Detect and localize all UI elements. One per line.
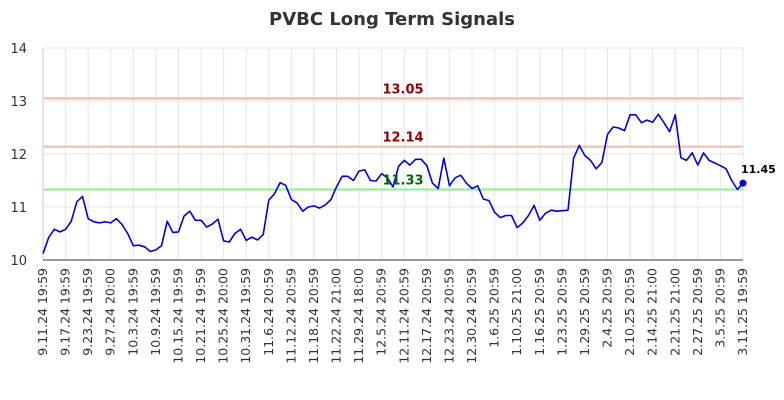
x-tick-label: 11.12.24 20:59 (283, 268, 298, 364)
x-tick-label: 10.3.24 19:59 (125, 268, 140, 356)
x-tick-label: 9.17.24 19:59 (58, 268, 73, 356)
x-tick-label: 12.23.24 20:59 (441, 268, 456, 364)
x-tick-label: 1.16.25 20:59 (532, 268, 547, 356)
reference-line-label: 11.33 (382, 174, 423, 189)
axes: 10 11 12 13 14 9.11.24 19:59 9.17.24 19:59 9.23… (10, 42, 750, 364)
x-tick-label: 9.11.24 19:59 (35, 268, 50, 356)
grid (42, 47, 744, 261)
x-tick-label: 10.31.24 19:59 (238, 268, 253, 364)
x-tick-label: 12.5.24 20:59 (374, 268, 389, 356)
chart-title: PVBC Long Term Signals (269, 9, 515, 30)
x-tick-label: 12.17.24 20:59 (419, 268, 434, 364)
x-tick-label: 10.21.24 19:59 (193, 268, 208, 364)
x-tick-label: 2.10.25 20:59 (622, 268, 637, 356)
x-tick-label: 10.25.24 20:00 (216, 268, 231, 364)
x-tick-label: 3.11.25 19:59 (735, 268, 750, 356)
last-point-marker (739, 179, 747, 187)
x-tick-label: 2.14.25 21:00 (645, 268, 660, 356)
x-tick-label: 11.18.24 20:59 (306, 268, 321, 364)
x-tick-label: 9.23.24 19:59 (80, 268, 95, 356)
series-layer (42, 113, 747, 254)
reference-line-label: 13.05 (382, 82, 423, 97)
x-tick-label: 11.22.24 21:00 (329, 268, 344, 364)
x-tick-label: 2.21.25 21:00 (667, 268, 682, 356)
x-tick-label: 2.4.25 20:59 (600, 268, 615, 348)
x-tick-label: 9.27.24 20:00 (103, 268, 118, 356)
x-tick-label: 10.15.24 19:59 (170, 268, 185, 364)
labels-layer: 13.05 12.14 11.33 11.45 (382, 82, 775, 188)
reference-lines (43, 97, 743, 191)
y-tick-label: 10 (10, 254, 27, 269)
x-tick-label: 1.29.25 20:59 (577, 268, 592, 356)
y-tick-label: 14 (10, 42, 27, 57)
x-tick-label: 12.11.24 20:59 (396, 268, 411, 364)
x-tick-label: 1.6.25 20:59 (487, 268, 502, 348)
x-tick-label: 11.29.24 18:00 (351, 268, 366, 364)
last-value-label: 11.45 (741, 163, 776, 176)
x-tick-label: 1.23.25 20:59 (554, 268, 569, 356)
x-tick-label: 3.5.25 20:59 (712, 268, 727, 348)
x-tick-label: 11.6.24 20:59 (261, 268, 276, 356)
series-line (42, 113, 744, 254)
x-tick-label: 10.9.24 19:59 (148, 268, 163, 356)
x-tick-label: 2.27.25 20:59 (690, 268, 705, 356)
y-tick-label: 11 (10, 201, 27, 216)
reference-line-label: 12.14 (382, 131, 423, 146)
x-tick-label: 12.30.24 20:59 (464, 268, 479, 364)
x-tick-label: 1.10.25 21:00 (509, 268, 524, 356)
y-tick-label: 12 (10, 148, 27, 163)
y-tick-label: 13 (10, 95, 27, 110)
